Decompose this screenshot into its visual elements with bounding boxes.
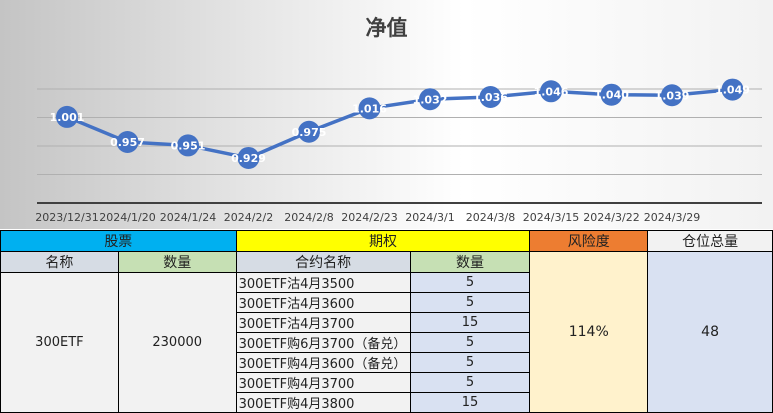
data-label: 0.929 — [231, 152, 266, 165]
option-qty: 5 — [409, 372, 531, 393]
data-point — [298, 120, 320, 143]
data-label: 0.957 — [110, 136, 145, 149]
data-label: 1.036 — [473, 91, 508, 104]
option-qty: 15 — [409, 312, 531, 333]
data-point — [540, 80, 562, 103]
qty-col-header: 数量 — [117, 251, 237, 273]
data-label: 1.046 — [534, 85, 569, 98]
data-label: 1.001 — [50, 111, 85, 124]
name-col-header: 名称 — [0, 251, 119, 273]
data-point — [419, 88, 441, 111]
option-name: 300ETF沽4月3600 — [235, 292, 411, 313]
data-point — [479, 85, 502, 108]
x-tick-label: 2024/1/20 — [99, 211, 155, 224]
chart-title: 净值 — [365, 16, 408, 40]
option-qty: 5 — [409, 332, 531, 353]
data-point — [721, 78, 744, 101]
data-point — [600, 83, 623, 106]
x-tick-label: 2024/3/22 — [583, 211, 639, 224]
contract-col-header: 合约名称 — [235, 251, 411, 273]
data-point — [358, 97, 381, 120]
option-name: 300ETF购6月3700（备兑） — [235, 332, 411, 353]
data-label: 1.016 — [352, 102, 387, 115]
x-tick-label: 2024/2/2 — [224, 211, 273, 224]
data-label: 1.039 — [655, 89, 690, 102]
x-tick-label: 2024/3/1 — [405, 211, 454, 224]
data-label: 1.049 — [715, 84, 750, 97]
opt-qty-col-header: 数量 — [409, 251, 531, 273]
option-name: 300ETF购4月3700 — [235, 372, 411, 393]
data-point — [237, 146, 260, 169]
data-point — [661, 84, 683, 107]
option-name: 300ETF购4月3600（备兑） — [235, 352, 411, 373]
x-tick-label: 2024/3/29 — [644, 211, 700, 224]
option-name: 300ETF沽4月3700 — [235, 312, 411, 333]
x-tick-label: 2024/1/24 — [160, 211, 216, 224]
nav-line — [66, 87, 733, 160]
nav-chart: 净值 2023/12/31 2024/1/20 2024/1/24 2024/2/2 2… — [0, 0, 773, 229]
data-point — [116, 131, 139, 154]
stock-qty: 230000 — [117, 272, 237, 413]
position-header: 仓位总量 — [647, 230, 773, 252]
x-tick-label: 2023/12/31 — [35, 211, 98, 224]
x-tick-label: 2024/2/8 — [284, 211, 333, 224]
position-table: 股票 期权 风险度 仓位总量 名称 数量 合约名称 数量 114% 48 300… — [0, 230, 773, 413]
data-point — [177, 134, 199, 157]
risk-value: 114% — [529, 251, 649, 413]
chart-plot: 2023/12/31 2024/1/20 2024/1/24 2024/2/2 2024… — [35, 78, 762, 224]
risk-header: 风险度 — [529, 230, 649, 252]
option-header: 期权 — [235, 230, 531, 252]
option-qty: 5 — [409, 352, 531, 373]
data-label: 0.975 — [292, 126, 327, 139]
data-label: 1.032 — [413, 93, 448, 106]
data-label: 0.951 — [171, 139, 206, 152]
option-qty: 5 — [409, 292, 531, 313]
x-tick-label: 2024/3/8 — [466, 211, 515, 224]
x-tick-label: 2024/3/15 — [523, 211, 579, 224]
stock-name: 300ETF — [0, 272, 119, 413]
x-tick-label: 2024/2/23 — [341, 211, 397, 224]
data-label: 1.040 — [594, 89, 629, 102]
data-point — [56, 105, 78, 128]
position-value: 48 — [647, 251, 773, 413]
option-qty: 5 — [409, 272, 531, 293]
option-name: 300ETF沽4月3500 — [235, 272, 411, 293]
stock-header: 股票 — [0, 230, 237, 252]
